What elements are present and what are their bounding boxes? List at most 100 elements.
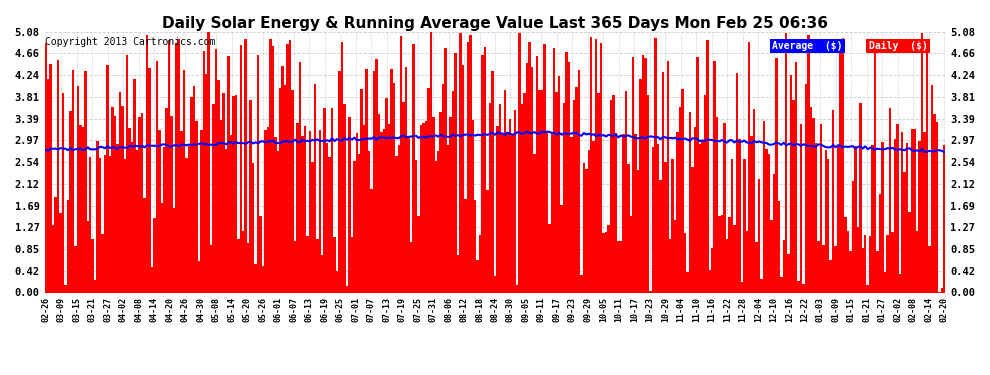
- Bar: [573, 100, 575, 292]
- Bar: [499, 104, 501, 292]
- Bar: [921, 33, 924, 292]
- Bar: [632, 57, 635, 292]
- Bar: [190, 97, 193, 292]
- Bar: [116, 144, 119, 292]
- Bar: [420, 125, 422, 292]
- Bar: [251, 163, 254, 292]
- Bar: [84, 71, 86, 292]
- Bar: [519, 33, 521, 292]
- Bar: [481, 54, 484, 292]
- Bar: [101, 234, 104, 292]
- Bar: [607, 225, 610, 292]
- Bar: [610, 100, 612, 292]
- Bar: [644, 58, 646, 292]
- Bar: [91, 239, 94, 292]
- Bar: [139, 117, 141, 292]
- Bar: [274, 138, 276, 292]
- Bar: [306, 236, 309, 292]
- Bar: [440, 112, 442, 292]
- Bar: [772, 174, 775, 292]
- Bar: [173, 208, 175, 292]
- Bar: [331, 108, 334, 292]
- Bar: [61, 93, 64, 292]
- Bar: [544, 44, 545, 292]
- Bar: [56, 60, 59, 292]
- Bar: [583, 163, 585, 292]
- Bar: [104, 155, 106, 292]
- Bar: [651, 147, 654, 292]
- Bar: [64, 285, 66, 292]
- Bar: [901, 132, 904, 292]
- Bar: [689, 112, 691, 292]
- Bar: [934, 114, 936, 292]
- Bar: [856, 227, 859, 292]
- Bar: [940, 288, 943, 292]
- Bar: [802, 284, 805, 292]
- Bar: [363, 125, 365, 292]
- Bar: [842, 38, 844, 292]
- Bar: [398, 145, 400, 292]
- Bar: [422, 123, 425, 292]
- Bar: [294, 241, 296, 292]
- Bar: [417, 216, 420, 292]
- Bar: [894, 139, 896, 292]
- Bar: [494, 276, 496, 292]
- Bar: [575, 87, 578, 292]
- Bar: [388, 124, 390, 292]
- Bar: [456, 255, 459, 292]
- Bar: [47, 79, 50, 292]
- Bar: [553, 48, 555, 292]
- Bar: [790, 75, 792, 292]
- Bar: [531, 68, 534, 292]
- Bar: [721, 215, 724, 292]
- Bar: [407, 136, 410, 292]
- Bar: [729, 217, 731, 292]
- Bar: [820, 124, 822, 292]
- Bar: [605, 232, 607, 292]
- Bar: [353, 160, 355, 292]
- Bar: [183, 70, 185, 292]
- Bar: [170, 116, 173, 292]
- Bar: [696, 57, 699, 292]
- Bar: [445, 48, 446, 292]
- Bar: [514, 110, 516, 292]
- Bar: [797, 281, 800, 292]
- Bar: [225, 149, 227, 292]
- Bar: [469, 34, 471, 292]
- Bar: [412, 44, 415, 292]
- Bar: [316, 239, 319, 292]
- Bar: [748, 42, 750, 292]
- Bar: [466, 42, 469, 292]
- Bar: [711, 248, 714, 292]
- Bar: [919, 141, 921, 292]
- Bar: [141, 113, 144, 292]
- Bar: [86, 221, 89, 292]
- Bar: [899, 274, 901, 292]
- Bar: [558, 76, 560, 292]
- Bar: [378, 114, 380, 292]
- Bar: [403, 102, 405, 292]
- Bar: [324, 108, 326, 292]
- Bar: [904, 171, 906, 292]
- Bar: [261, 266, 264, 292]
- Bar: [358, 154, 360, 292]
- Bar: [545, 133, 548, 292]
- Bar: [471, 120, 474, 292]
- Bar: [760, 279, 763, 292]
- Bar: [835, 246, 837, 292]
- Bar: [881, 142, 884, 292]
- Bar: [296, 123, 299, 292]
- Bar: [758, 179, 760, 292]
- Bar: [160, 203, 163, 292]
- Bar: [810, 107, 812, 292]
- Bar: [126, 56, 129, 292]
- Bar: [627, 164, 630, 292]
- Bar: [368, 151, 370, 292]
- Bar: [896, 124, 899, 292]
- Bar: [812, 118, 815, 292]
- Bar: [869, 236, 871, 292]
- Bar: [198, 261, 200, 292]
- Bar: [785, 33, 787, 292]
- Bar: [94, 280, 96, 292]
- Bar: [311, 162, 314, 292]
